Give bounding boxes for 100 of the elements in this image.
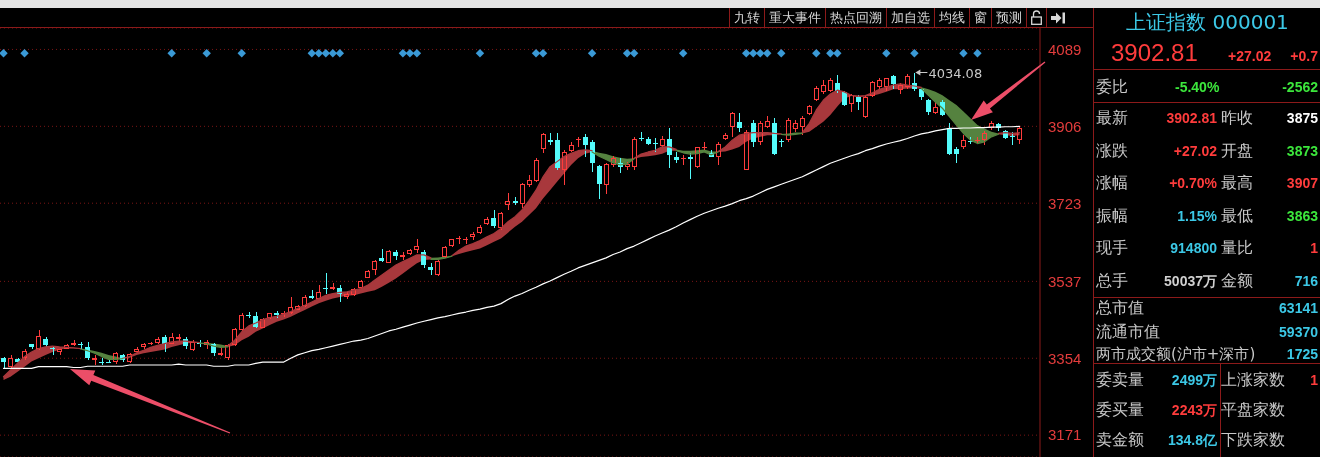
text: 总手 (1096, 271, 1128, 291)
text: 3873 (1286, 142, 1318, 160)
candlestick (821, 79, 826, 95)
candlestick (232, 329, 237, 346)
text: 量比 (1221, 238, 1253, 258)
candlestick (470, 231, 475, 241)
candlestick (590, 139, 595, 173)
text: 开盘 (1221, 141, 1253, 161)
text: 均线 (934, 8, 969, 27)
text: 上涨家数 (1221, 370, 1285, 390)
candlestick (926, 100, 931, 116)
text: +27.02 (1228, 47, 1272, 65)
candlestick (604, 164, 609, 195)
candlestick (877, 77, 882, 90)
text: 59370 (1279, 323, 1318, 341)
candlestick (870, 81, 875, 97)
y-tick-label: 3354 (1048, 349, 1082, 367)
candlestick (730, 113, 735, 138)
y-tick-label: 4089 (1048, 40, 1082, 58)
candlestick (407, 249, 412, 255)
text: 50037万 (1164, 272, 1217, 290)
candlestick (723, 132, 728, 140)
candlestick (961, 134, 966, 150)
text: -2562 (1282, 78, 1318, 96)
text: 涨幅 (1096, 173, 1128, 193)
candlestick (484, 217, 489, 225)
candlestick (393, 249, 398, 261)
text: 最新 (1096, 108, 1128, 128)
text: 昨收 (1221, 108, 1253, 128)
candlestick (92, 354, 97, 366)
text: 上证指数 000001 (1125, 10, 1290, 34)
text: 3875 (1286, 109, 1318, 127)
candlestick (814, 85, 819, 101)
text: 流通市值 (1096, 322, 1160, 342)
candlestick (400, 251, 405, 261)
text: 3863 (1286, 207, 1318, 225)
text: 现手 (1096, 238, 1128, 258)
text: 委比 (1096, 77, 1128, 97)
candlestick (435, 261, 440, 276)
candlestick (569, 141, 574, 151)
candlestick (828, 77, 833, 91)
text: 两市成交额(沪市+深市) (1096, 345, 1256, 363)
text: 最低 (1221, 206, 1253, 226)
text: 914800 (1170, 239, 1217, 257)
candlestick (288, 296, 293, 313)
annotation: 4034.08 (928, 65, 983, 81)
text: 2499万 (1171, 371, 1217, 389)
candlestick (8, 354, 13, 367)
text: 下跌家数 (1221, 430, 1285, 450)
text: 3902.81 (1111, 38, 1198, 68)
text: 平盘家数 (1221, 400, 1285, 420)
candlestick (505, 192, 510, 211)
text: 134.8亿 (1167, 431, 1217, 449)
text: 重大事件 (764, 8, 825, 27)
candlestick (302, 294, 307, 306)
text: 1 (1310, 371, 1318, 389)
candlestick (330, 282, 335, 290)
y-tick-label: 3171 (1048, 426, 1082, 444)
candlestick (674, 151, 679, 164)
candlestick (1, 358, 6, 368)
candlestick (562, 149, 567, 186)
candlestick (947, 122, 952, 155)
text: +0.7 (1290, 47, 1318, 65)
candlestick (71, 339, 76, 346)
candlestick (534, 157, 539, 181)
candlestick (786, 117, 791, 143)
text: 预测 (991, 8, 1026, 27)
text: 3902.81 (1166, 109, 1217, 127)
text: 2243万 (1171, 401, 1217, 419)
text: 卖金额 (1096, 430, 1144, 450)
candlestick (555, 132, 560, 171)
candlestick (323, 272, 328, 295)
text: 1.15% (1177, 207, 1217, 225)
text: 九转 (729, 8, 764, 27)
text: 金额 (1221, 271, 1253, 291)
text: +27.02 (1173, 142, 1217, 160)
text: +0.70% (1169, 174, 1217, 192)
y-tick-label: 3906 (1048, 117, 1082, 135)
text: 3907 (1286, 174, 1318, 192)
text: 振幅 (1096, 206, 1128, 226)
y-tick-label: 3723 (1048, 194, 1082, 212)
text: 加自选 (886, 8, 934, 27)
text: 716 (1294, 272, 1318, 290)
text: 1725 (1286, 345, 1318, 363)
text: 最高 (1221, 173, 1253, 193)
text: 涨跌 (1096, 141, 1128, 161)
candlestick (905, 73, 910, 90)
candlestick (597, 166, 602, 200)
text: 委卖量 (1096, 370, 1144, 390)
text: 热点回溯 (825, 8, 886, 27)
candlestick (681, 154, 686, 166)
text: 63141 (1279, 299, 1318, 317)
text: 总市值 (1096, 298, 1144, 318)
candlestick (527, 174, 532, 188)
text: 委买量 (1096, 400, 1144, 420)
candlestick (807, 106, 812, 115)
y-tick-label: 3537 (1048, 272, 1082, 290)
candlestick (751, 119, 756, 148)
text: -5.40% (1175, 78, 1220, 96)
line-series (2, 125, 1021, 369)
